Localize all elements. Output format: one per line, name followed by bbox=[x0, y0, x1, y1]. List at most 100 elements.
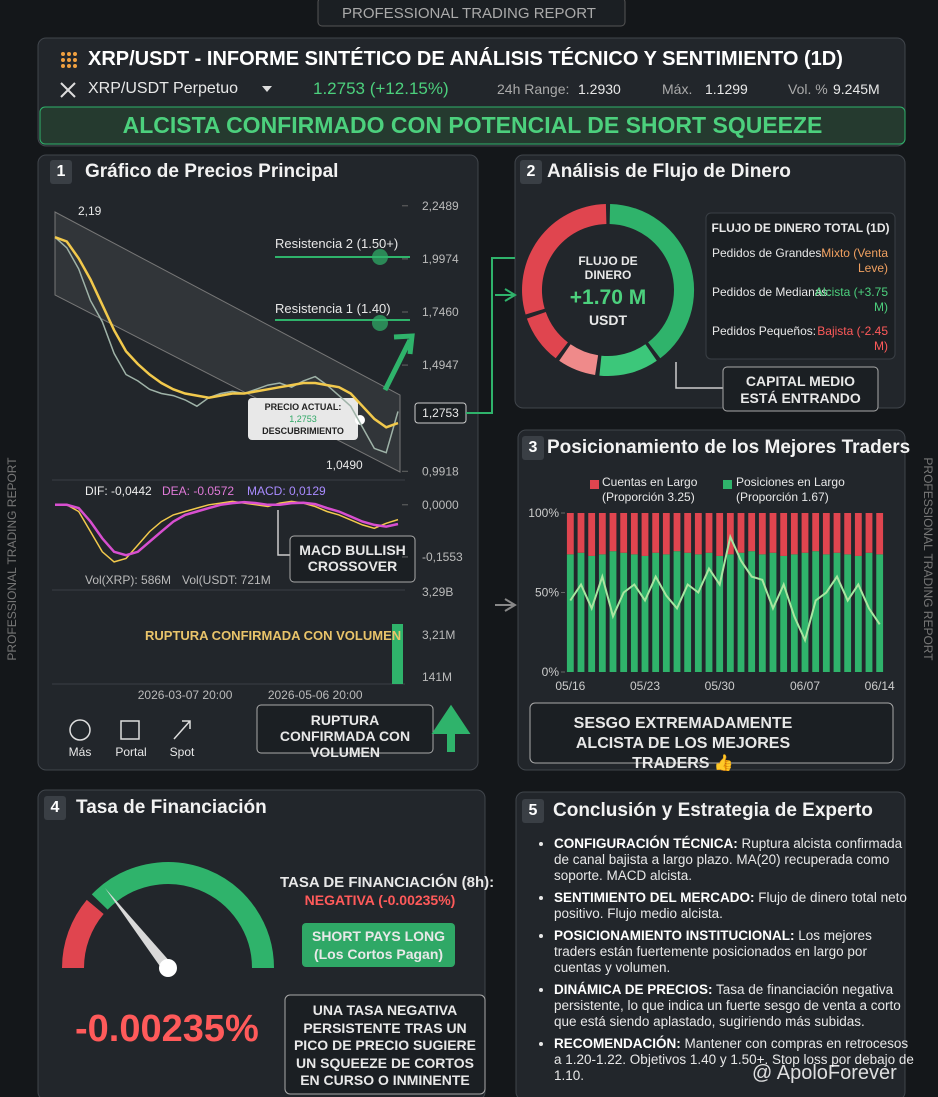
vol-label: Vol. % bbox=[788, 81, 828, 97]
bar-segment bbox=[694, 513, 702, 555]
conclusion-text: Los mejores traders están fuertemente po… bbox=[554, 928, 872, 975]
icon-portal[interactable] bbox=[120, 720, 140, 740]
x-tick-label: 06/14 bbox=[865, 679, 895, 693]
bar-segment bbox=[662, 554, 670, 672]
bar-segment bbox=[854, 555, 862, 672]
x-tick-label: 05/23 bbox=[630, 679, 660, 693]
bar-segment bbox=[748, 551, 756, 672]
x-tick-label: 2026-03-07 20:00 bbox=[138, 688, 233, 702]
x-tick-label: 05/16 bbox=[555, 679, 585, 693]
panel-title: Gráfico de Precios Principal bbox=[85, 161, 339, 182]
series-line bbox=[55, 500, 399, 557]
legend-label: Cuentas en Largo bbox=[602, 475, 698, 489]
bar-segment bbox=[652, 552, 660, 672]
flow-row-label: Pedidos de Medianas: bbox=[712, 285, 831, 299]
bar-segment bbox=[630, 513, 638, 555]
price: 1.2753 (+12.15%) bbox=[313, 79, 449, 98]
bar-segment bbox=[876, 513, 884, 555]
range-value: 1.2930 bbox=[578, 81, 621, 97]
side-label: PROFESSIONAL TRADING REPORT bbox=[921, 457, 935, 661]
verdict: ALCISTA CONFIRMADO CON POTENCIAL DE SHOR… bbox=[122, 112, 823, 138]
conclusion-label: POSICIONAMIENTO INSTITUCIONAL: bbox=[554, 928, 795, 943]
macd-callout bbox=[289, 535, 416, 583]
bar-segment bbox=[790, 554, 798, 672]
resistance-glow bbox=[372, 249, 388, 265]
toolbar-label[interactable]: Spot bbox=[169, 745, 195, 759]
icon-spot[interactable] bbox=[173, 720, 191, 740]
volume-banner: RUPTURA CONFIRMADA CON VOLUMEN bbox=[145, 628, 402, 643]
vol-usdt: Vol(USDT: 721M bbox=[182, 573, 271, 587]
flow-row-value: Bajista (-2.45 M) bbox=[817, 324, 888, 353]
conclusion-label: SENTIMIENTO DEL MERCADO: bbox=[554, 890, 755, 905]
x-tick-label: 05/30 bbox=[705, 679, 735, 693]
high-label: 2,19 bbox=[78, 204, 102, 218]
pair[interactable]: XRP/USDT Perpetuo bbox=[88, 80, 238, 97]
legend-label: Posiciones en Largo bbox=[736, 475, 845, 489]
vol-xrp: Vol(XRP): 586M bbox=[85, 573, 172, 587]
conclusion-text: Tasa de financiación negativa persistent… bbox=[554, 982, 901, 1029]
bar-segment bbox=[694, 554, 702, 672]
bar-segment bbox=[716, 555, 724, 672]
conclusion-item: DINÁMICA DE PRECIOS: Tasa de financiació… bbox=[554, 982, 916, 1030]
bar-segment bbox=[577, 552, 585, 672]
bar-segment bbox=[865, 513, 873, 553]
panel-number: 3 bbox=[522, 436, 544, 460]
bar-segment bbox=[566, 513, 574, 555]
y-tick-label: -0,1553 bbox=[422, 550, 463, 564]
vol-value: 9.245M bbox=[833, 81, 880, 97]
bar-segment bbox=[566, 554, 574, 672]
traders-callout-text: SESGO EXTREMADAMENTE ALCISTA DE LOS MEJO… bbox=[573, 715, 793, 772]
panel-number: 4 bbox=[44, 796, 66, 820]
breakout-volume-highlight bbox=[392, 624, 403, 684]
y-tick-label: 1,4947 bbox=[422, 358, 459, 372]
bar-segment bbox=[726, 513, 734, 555]
bar-segment bbox=[876, 554, 884, 672]
bar-segment bbox=[641, 513, 649, 556]
connector bbox=[466, 257, 517, 414]
bar-segment bbox=[769, 552, 777, 672]
max-value: 1.1299 bbox=[705, 81, 748, 97]
icon-more[interactable] bbox=[69, 719, 91, 741]
gauge-knob bbox=[159, 959, 177, 977]
macd-legend: DEA: -0.0572 bbox=[162, 484, 235, 498]
bar-segment bbox=[758, 554, 766, 672]
donut-segment bbox=[522, 204, 607, 315]
bar-segment bbox=[641, 555, 649, 672]
panel-number: 5 bbox=[522, 799, 544, 823]
series-line bbox=[54, 236, 399, 454]
flow-table bbox=[705, 212, 896, 360]
volume-callout-text: RUPTURA CONFIRMADA CON VOLUMEN bbox=[279, 712, 411, 760]
bar-segment bbox=[609, 551, 617, 672]
toolbar-label[interactable]: Más bbox=[68, 745, 92, 759]
conclusion-list: CONFIGURACIÓN TÉCNICA: Ruptura alcista c… bbox=[536, 836, 916, 1090]
vol-tick: 3,29B bbox=[422, 585, 454, 599]
series-line bbox=[55, 500, 399, 563]
traders-callout bbox=[529, 702, 894, 764]
funding-value: -0.00235% bbox=[75, 1008, 259, 1050]
panel-number: 1 bbox=[50, 160, 72, 184]
current-tag: 1,2753 bbox=[422, 406, 459, 420]
funding-badge bbox=[302, 923, 455, 967]
conclusion-item: CONFIGURACIÓN TÉCNICA: Ruptura alcista c… bbox=[554, 836, 916, 884]
vol-tick: 3,21M bbox=[422, 628, 456, 642]
macd-legend: DIF: -0,0442 bbox=[85, 484, 152, 498]
conclusion-item: RECOMENDACIÓN: Mantener con compras en r… bbox=[554, 1036, 916, 1084]
current-price-callout bbox=[248, 398, 358, 440]
bar-segment bbox=[652, 513, 660, 553]
flow-row-value: Mixto (Venta Leve) bbox=[821, 246, 888, 275]
dropdown-icon[interactable] bbox=[262, 86, 272, 92]
donut-segment bbox=[609, 204, 695, 359]
panel-title: Conclusión y Estrategia de Experto bbox=[553, 800, 873, 821]
bar-segment bbox=[822, 554, 830, 672]
conclusion-text: Flujo de dinero total neto positivo. Flu… bbox=[554, 890, 907, 921]
bar-segment bbox=[705, 513, 713, 553]
bar-segment bbox=[598, 554, 606, 672]
panel-title: Tasa de Financiación bbox=[76, 797, 267, 818]
bar-segment bbox=[609, 513, 617, 552]
bar-segment bbox=[598, 513, 606, 555]
bar-segment bbox=[844, 513, 852, 555]
bar-segment bbox=[790, 513, 798, 555]
toolbar-label[interactable]: Portal bbox=[115, 745, 147, 759]
